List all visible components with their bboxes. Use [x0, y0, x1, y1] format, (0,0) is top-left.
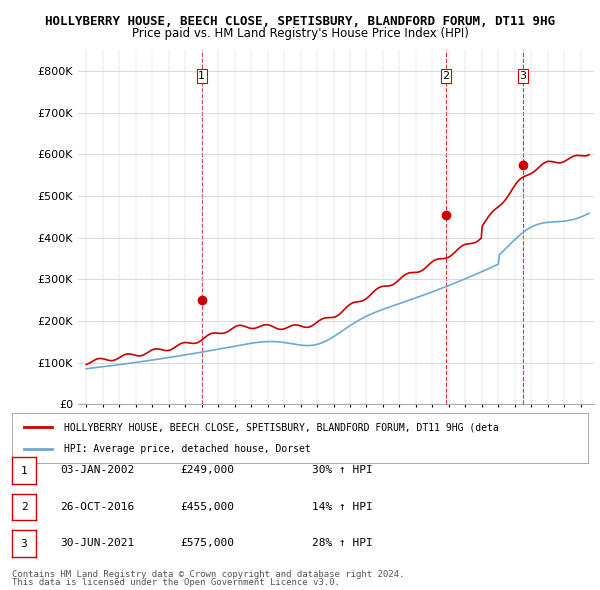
Text: Price paid vs. HM Land Registry's House Price Index (HPI): Price paid vs. HM Land Registry's House …: [131, 27, 469, 40]
Text: HPI: Average price, detached house, Dorset: HPI: Average price, detached house, Dors…: [64, 444, 311, 454]
Text: 3: 3: [520, 71, 527, 81]
Text: 14% ↑ HPI: 14% ↑ HPI: [312, 502, 373, 512]
Text: £249,000: £249,000: [180, 466, 234, 475]
Text: 28% ↑ HPI: 28% ↑ HPI: [312, 539, 373, 548]
Text: 1: 1: [199, 71, 205, 81]
Text: 26-OCT-2016: 26-OCT-2016: [60, 502, 134, 512]
Text: 2: 2: [20, 502, 28, 512]
Text: HOLLYBERRY HOUSE, BEECH CLOSE, SPETISBURY, BLANDFORD FORUM, DT11 9HG (deta: HOLLYBERRY HOUSE, BEECH CLOSE, SPETISBUR…: [64, 422, 499, 432]
Text: Contains HM Land Registry data © Crown copyright and database right 2024.: Contains HM Land Registry data © Crown c…: [12, 571, 404, 579]
Text: 1: 1: [20, 466, 28, 476]
Text: 30-JUN-2021: 30-JUN-2021: [60, 539, 134, 548]
Text: HOLLYBERRY HOUSE, BEECH CLOSE, SPETISBURY, BLANDFORD FORUM, DT11 9HG: HOLLYBERRY HOUSE, BEECH CLOSE, SPETISBUR…: [45, 15, 555, 28]
Text: 3: 3: [20, 539, 28, 549]
Text: 2: 2: [442, 71, 449, 81]
Text: This data is licensed under the Open Government Licence v3.0.: This data is licensed under the Open Gov…: [12, 578, 340, 587]
Text: £455,000: £455,000: [180, 502, 234, 512]
Text: £575,000: £575,000: [180, 539, 234, 548]
Text: 30% ↑ HPI: 30% ↑ HPI: [312, 466, 373, 475]
Text: 03-JAN-2002: 03-JAN-2002: [60, 466, 134, 475]
